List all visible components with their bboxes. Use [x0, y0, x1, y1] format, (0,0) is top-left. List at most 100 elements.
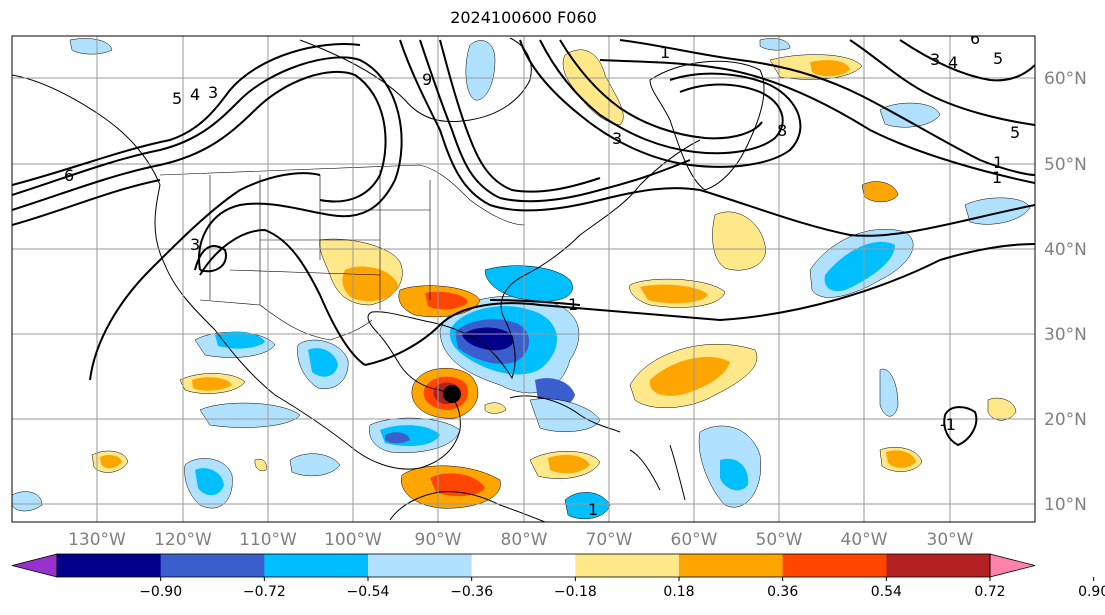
contour-label: 1 [993, 153, 1003, 172]
colorbar-tick-label: −0.72 [243, 584, 286, 600]
colorbar-segment [782, 554, 887, 577]
anomaly-blob [810, 60, 850, 77]
colorbar-tick-label: 0.54 [871, 584, 902, 600]
contour-label: 5 [172, 89, 182, 108]
contour-line [399, 39, 701, 212]
colorbar-tick-label: −0.90 [139, 584, 182, 600]
us-mexico-border [199, 299, 373, 341]
lon-label: 70°W [586, 530, 633, 550]
anomaly-blob [484, 265, 573, 302]
contour-line [943, 406, 978, 447]
colorbar-tick-label: 0.36 [767, 584, 798, 600]
colorbar-segment [886, 554, 991, 577]
anomaly-blob [640, 284, 708, 304]
contour-label: -1 [940, 415, 956, 434]
contour-line [199, 228, 366, 366]
anomaly-blob [879, 368, 899, 417]
lon-label: 40°W [841, 530, 888, 550]
contour-line [519, 39, 802, 168]
coastlines [12, 37, 765, 522]
coastline-gulf-south [389, 491, 546, 522]
colorbar [11, 553, 1036, 578]
lon-label: 90°W [415, 530, 462, 550]
contour-line [12, 179, 161, 226]
lon-label: 130°W [68, 530, 126, 550]
anomaly-blob [342, 266, 398, 302]
contour-label: 3 [208, 83, 218, 102]
lat-label: 10°N [1044, 495, 1087, 515]
anomaly-blob [529, 398, 601, 432]
anomaly-blob [759, 38, 791, 51]
political-borders [159, 164, 526, 341]
anomaly-blob [195, 468, 224, 496]
colorbar-segment [160, 554, 265, 577]
lon-label: 100°W [324, 530, 382, 550]
anomaly-blob [430, 473, 485, 497]
coastline-islands [629, 444, 686, 501]
anomaly-shading [12, 38, 1031, 520]
anomaly-blob [69, 38, 113, 55]
anomaly-blob [548, 454, 590, 474]
contour-line [364, 243, 1035, 366]
contour-label: 9 [422, 70, 432, 89]
lat-label: 20°N [1044, 410, 1087, 430]
lat-label: 60°N [1044, 69, 1087, 89]
anomaly-blob [824, 241, 895, 292]
anomaly-blob [712, 211, 766, 271]
colorbar-frame [56, 553, 991, 578]
lat-label: 40°N [1044, 240, 1087, 260]
contour-line [419, 39, 691, 203]
colorbar-labels: −0.90 −0.72 −0.54 −0.36 −0.18 0.18 0.36 0.54 0.7… [139, 577, 1105, 600]
state-lines [209, 170, 431, 310]
contour-line [12, 43, 361, 186]
contour-line [559, 39, 763, 140]
contour-label: 3 [612, 129, 622, 148]
map-frame [11, 35, 1036, 523]
contour-label: 6 [64, 166, 74, 185]
colorbar-segment [57, 554, 162, 577]
contour-label: 1 [660, 43, 670, 62]
contour-label: 1 [992, 168, 1002, 187]
colorbar-tick-label: −0.54 [347, 584, 390, 600]
anomaly-blob [385, 432, 410, 444]
contour-line [12, 70, 387, 211]
anomaly-blob [649, 356, 730, 396]
contour-label: 3 [190, 235, 200, 254]
colorbar-segment [264, 554, 369, 577]
anomaly-blob [879, 102, 941, 128]
us-canada-border [159, 164, 526, 226]
colorbar-tick-label: −0.36 [450, 584, 493, 600]
lon-label: 60°W [671, 530, 718, 550]
anomaly-blob [199, 402, 301, 428]
anomaly-blob [100, 454, 122, 469]
anomaly-blob [562, 49, 624, 126]
contour-line [12, 56, 403, 271]
anomaly-blob [484, 402, 507, 414]
contour-line [489, 299, 581, 306]
contour-label: 1 [588, 500, 598, 519]
contour-line [849, 39, 1035, 126]
lat-label: 50°N [1044, 155, 1087, 175]
colorbar-segment [575, 554, 680, 577]
contour-label: 4 [948, 53, 958, 72]
anomaly-blob [886, 450, 916, 468]
anomaly-blob [12, 491, 43, 512]
contour-line [619, 39, 1035, 176]
contour-labels: 6 5 4 3 9 3 1 8 1 5 6 5 4 3 1 1 -1 3 1 [64, 29, 1020, 519]
contour-line [699, 189, 1035, 237]
contour-line [899, 39, 1035, 82]
contour-lines [12, 39, 1035, 447]
colorbar-extend-min [11, 553, 58, 578]
contour-label: 1 [568, 295, 578, 314]
contour-label: 6 [970, 29, 980, 48]
contour-label: 8 [777, 121, 787, 140]
colorbar-extend-max [989, 553, 1036, 578]
colorbar-tick-label: 0.18 [663, 584, 694, 600]
lon-label: 80°W [501, 530, 548, 550]
lon-label: 110°W [239, 530, 297, 550]
anomaly-blob [564, 492, 611, 520]
anomaly-blob [720, 458, 749, 491]
coastline-hudson [299, 37, 532, 123]
latitude-labels: 60°N 50°N 40°N 30°N 20°N 10°N [1044, 69, 1087, 515]
